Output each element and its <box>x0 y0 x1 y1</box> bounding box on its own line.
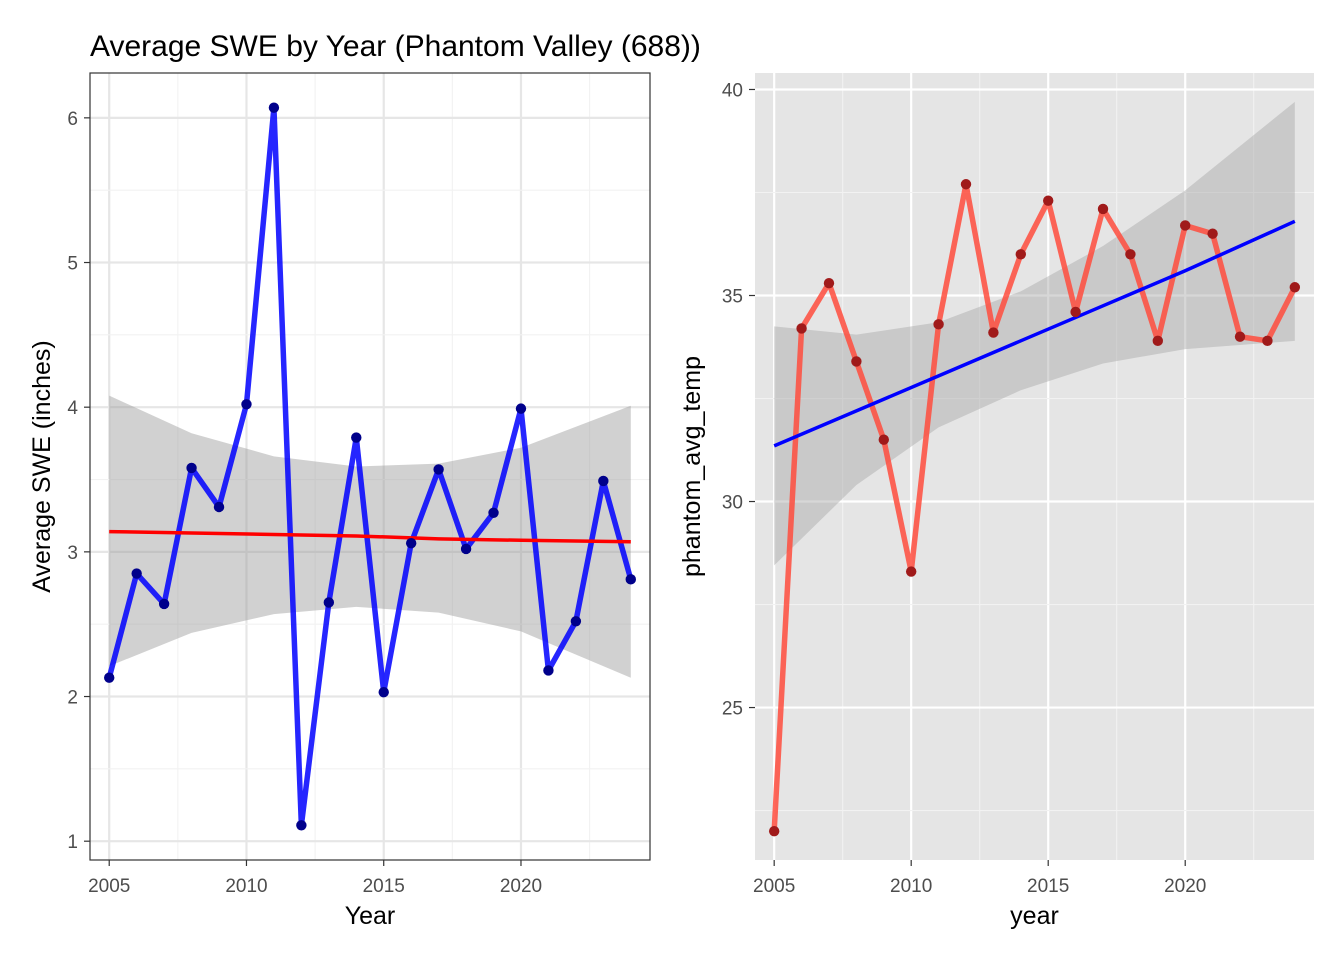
y-tick-label: 25 <box>722 699 743 720</box>
data-point <box>1043 195 1054 206</box>
data-point <box>905 566 917 577</box>
grid-lines <box>90 73 650 860</box>
x-tick-label: 2005 <box>753 876 795 897</box>
x-tick-label: 2015 <box>363 876 405 897</box>
x-tick-label: 2010 <box>890 876 932 897</box>
y-tick-label: 4 <box>67 398 78 419</box>
trend-line <box>109 529 631 544</box>
data-point <box>433 464 444 475</box>
grid-lines <box>755 73 1314 860</box>
data-point <box>823 277 835 289</box>
data-point <box>1289 282 1301 293</box>
x-tick-label: 2020 <box>1164 876 1206 897</box>
data-point <box>878 434 889 445</box>
data-point <box>1152 335 1164 347</box>
data-point <box>543 665 554 676</box>
data-point <box>1234 331 1246 342</box>
series-line <box>106 104 634 829</box>
data-point <box>460 543 472 555</box>
y-axis-label: Average SWE (inches) <box>28 340 56 592</box>
chart-title: Average SWE by Year (Phantom Valley (688… <box>90 30 701 63</box>
data-point <box>598 475 609 487</box>
data-point <box>1125 249 1136 260</box>
data-point <box>268 102 280 113</box>
x-tick-label: 2015 <box>1027 876 1069 897</box>
data-point <box>213 501 225 513</box>
data-point <box>1262 335 1273 347</box>
data-point <box>488 507 499 518</box>
y-tick-label: 40 <box>722 80 743 101</box>
data-point <box>351 432 362 443</box>
panel-background <box>755 73 1314 860</box>
data-point <box>851 356 862 367</box>
y-axis-label: phantom_avg_temp <box>678 356 706 577</box>
y-tick-label: 1 <box>67 832 78 853</box>
x-tick-label: 2005 <box>88 876 130 897</box>
data-point <box>323 597 335 608</box>
data-point <box>625 574 636 585</box>
data-point <box>796 323 807 334</box>
swe-plot: 2005 2010 2015 2020 1 2 3 4 5 6 Year Average SWE (i… <box>28 72 651 930</box>
data-point <box>378 686 389 698</box>
data-point <box>405 537 417 549</box>
data-point <box>104 672 115 683</box>
x-axis-label: Year <box>345 902 396 930</box>
x-axis-label: year <box>1010 902 1059 930</box>
temperature-plot: 2005 2010 2015 2020 25 30 35 40 year phantom_avg_… <box>678 73 1314 930</box>
y-tick-label: 30 <box>722 493 743 514</box>
data-point <box>296 820 307 831</box>
trend-line <box>773 219 1296 448</box>
x-tick-label: 2010 <box>225 876 267 897</box>
data-point <box>241 399 252 410</box>
data-point <box>158 598 170 610</box>
y-tick-label: 35 <box>722 287 743 308</box>
data-point <box>960 179 972 190</box>
data-point <box>515 403 527 414</box>
y-tick-label: 5 <box>67 254 78 275</box>
data-point <box>1097 203 1109 215</box>
data-point <box>1180 220 1191 231</box>
y-tick-label: 2 <box>67 688 78 709</box>
data-point <box>768 825 780 837</box>
data-point <box>1070 306 1081 318</box>
data-point <box>186 462 197 474</box>
panel-border <box>89 72 651 861</box>
data-point <box>988 327 999 338</box>
panel-background <box>90 73 650 860</box>
x-tick-label: 2020 <box>500 876 542 897</box>
y-tick-label: 3 <box>67 543 78 564</box>
data-point <box>131 568 142 579</box>
data-point <box>1015 249 1026 260</box>
data-point <box>933 319 944 330</box>
y-tick-label: 6 <box>67 109 78 130</box>
data-point <box>1207 228 1218 239</box>
data-point <box>570 616 582 627</box>
